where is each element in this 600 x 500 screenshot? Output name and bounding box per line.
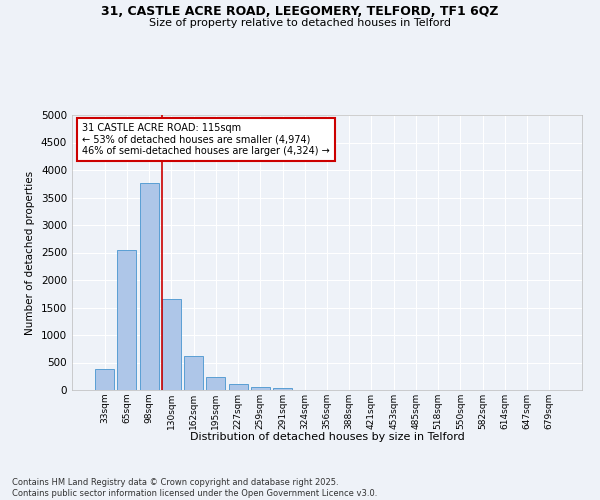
Bar xyxy=(206,378,225,390)
Text: Contains HM Land Registry data © Crown copyright and database right 2025.
Contai: Contains HM Land Registry data © Crown c… xyxy=(12,478,377,498)
Text: Distribution of detached houses by size in Telford: Distribution of detached houses by size … xyxy=(190,432,464,442)
Bar xyxy=(162,299,181,390)
Y-axis label: Number of detached properties: Number of detached properties xyxy=(25,170,35,334)
Bar xyxy=(251,387,270,390)
Text: 31, CASTLE ACRE ROAD, LEEGOMERY, TELFORD, TF1 6QZ: 31, CASTLE ACRE ROAD, LEEGOMERY, TELFORD… xyxy=(101,5,499,18)
Bar xyxy=(118,250,136,390)
Bar xyxy=(140,182,158,390)
Bar xyxy=(229,384,248,390)
Text: Size of property relative to detached houses in Telford: Size of property relative to detached ho… xyxy=(149,18,451,28)
Bar xyxy=(184,356,203,390)
Bar xyxy=(273,388,292,390)
Text: 31 CASTLE ACRE ROAD: 115sqm
← 53% of detached houses are smaller (4,974)
46% of : 31 CASTLE ACRE ROAD: 115sqm ← 53% of det… xyxy=(82,123,330,156)
Bar xyxy=(95,368,114,390)
